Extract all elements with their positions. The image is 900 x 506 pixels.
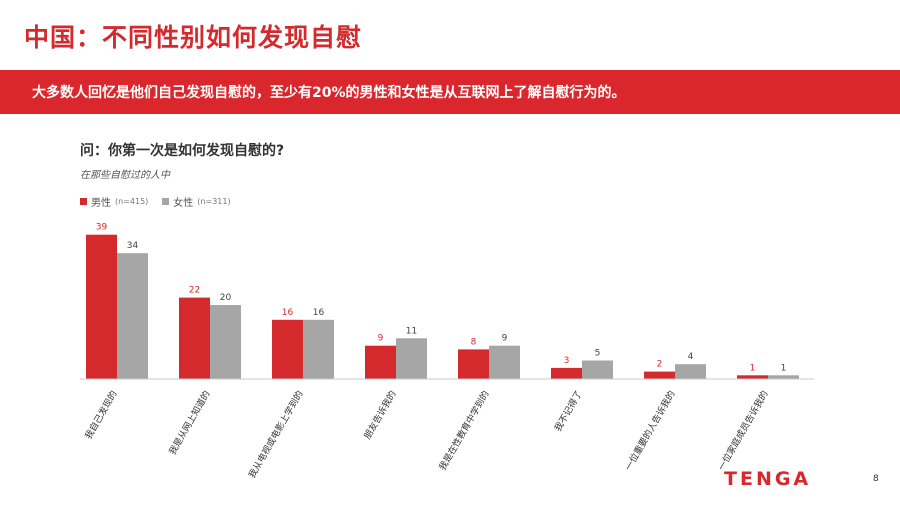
legend-label-female: 女性: [173, 198, 194, 209]
data-label-male: 8: [471, 337, 477, 347]
bar-male: [179, 297, 210, 379]
data-label-female: 34: [127, 241, 139, 251]
bar-female: [489, 345, 520, 379]
logo-wordmark: TENGA: [724, 468, 811, 490]
bar-male: [272, 319, 303, 379]
bar-male: [86, 234, 117, 379]
headline-banner: 大多数人回忆是他们自己发现自慰的，至少有20%的男性和女性是从互联网上了解自慰行…: [0, 70, 900, 114]
category-label: 我不记得了: [552, 389, 585, 434]
data-label-male: 9: [378, 334, 384, 344]
bar-female: [768, 375, 799, 379]
bar-female: [582, 360, 613, 379]
data-label-female: 11: [406, 326, 417, 336]
data-label-male: 2: [657, 360, 663, 370]
survey-subquestion: 在那些自慰过的人中: [80, 170, 170, 181]
bar-male: [644, 371, 675, 379]
data-label-female: 9: [502, 334, 508, 344]
data-label-male: 1: [750, 363, 756, 373]
tenga-logo: TENGA: [724, 468, 811, 490]
bar-male: [551, 367, 582, 379]
category-label: 我是从网上知道的: [166, 389, 212, 457]
category-label: 我自己发现的: [82, 389, 119, 442]
survey-question: 问：你第一次是如何发现自慰的?: [80, 143, 285, 159]
category-label: 我是在性教育中学到的: [436, 389, 491, 473]
legend-n-male: (n=415): [115, 197, 149, 206]
bar-female: [675, 364, 706, 379]
chart-legend: 男性 (n=415) 女性 (n=311): [80, 194, 231, 209]
page-title: 中国：不同性别如何发现自慰: [24, 23, 363, 52]
bar-female: [396, 338, 427, 379]
category-label: 一位重要的人告诉我的: [622, 389, 677, 473]
data-label-female: 5: [595, 349, 601, 359]
data-label-female: 20: [220, 293, 232, 303]
category-label: 一位家庭成员告诉我的: [715, 389, 770, 473]
bar-female: [210, 305, 241, 379]
data-label-female: 4: [688, 352, 694, 362]
legend-item-female: 女性 (n=311): [162, 194, 231, 209]
bar-male: [737, 375, 768, 379]
data-label-male: 16: [282, 308, 294, 318]
legend-swatch-male: [80, 198, 87, 205]
data-label-male: 3: [564, 356, 570, 366]
bar-male: [365, 345, 396, 379]
bar-male: [458, 349, 489, 379]
bar-female: [303, 319, 334, 379]
data-label-female: 1: [781, 363, 787, 373]
category-label: 我从电视或电影上学到的: [246, 389, 306, 481]
data-label-male: 22: [189, 286, 200, 296]
data-label-male: 39: [96, 223, 108, 233]
page-number: 8: [873, 474, 879, 484]
category-label: 朋友告诉我的: [361, 389, 398, 442]
legend-n-female: (n=311): [197, 197, 231, 206]
headline-text: 大多数人回忆是他们自己发现自慰的，至少有20%的男性和女性是从互联网上了解自慰行…: [32, 85, 626, 101]
data-label-female: 16: [313, 308, 325, 318]
bar-female: [117, 253, 148, 379]
legend-item-male: 男性 (n=415): [80, 194, 148, 209]
legend-label-male: 男性: [91, 198, 111, 209]
legend-swatch-female: [162, 198, 170, 205]
